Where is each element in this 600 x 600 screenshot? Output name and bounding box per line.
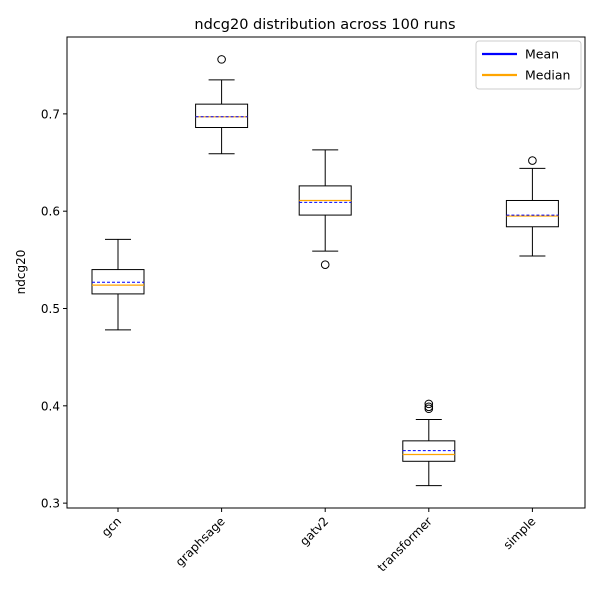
plot-frame: [66, 36, 586, 509]
outlier-point: [320, 260, 330, 270]
y-tick-label: 0.3: [41, 497, 60, 511]
outlier-point: [424, 399, 434, 409]
y-tick-label: 0.7: [41, 107, 60, 121]
chart-title: ndcg20 distribution across 100 runs: [194, 17, 455, 33]
outlier-point: [217, 55, 226, 64]
y-tick-label: 0.4: [41, 399, 60, 413]
box-simple: [505, 199, 559, 228]
outlier-point: [528, 156, 537, 165]
y-tick-label: 0.6: [41, 205, 60, 219]
y-axis-label: ndcg20: [14, 250, 28, 295]
legend-mean-label: Mean: [525, 47, 559, 62]
outlier-point: [424, 402, 434, 412]
legend-median-label: Median: [525, 68, 570, 83]
legend: Mean Median: [475, 40, 582, 90]
y-tick-label: 0.5: [41, 302, 60, 316]
box-graphsage: [195, 103, 249, 129]
